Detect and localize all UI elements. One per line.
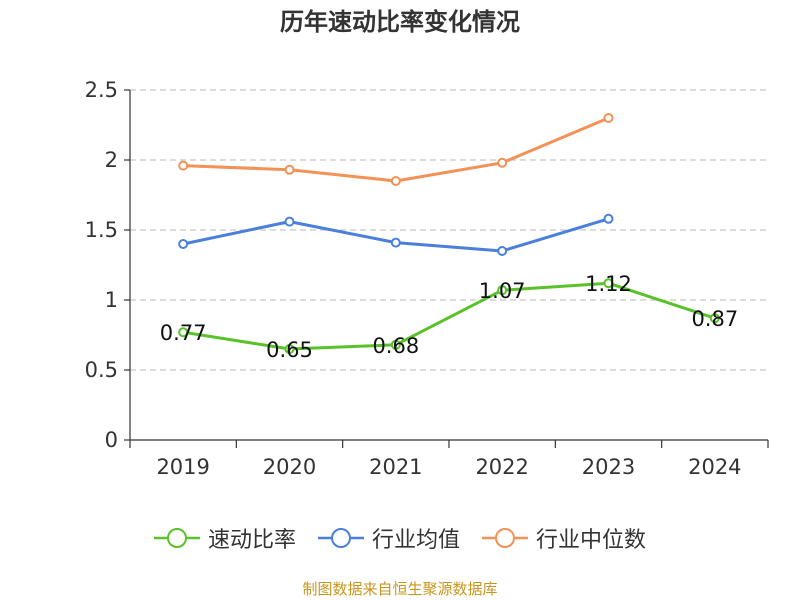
y-tick-label: 2.5 (85, 78, 118, 102)
data-point-0-3[interactable] (497, 285, 508, 296)
y-tick-label: 0 (105, 428, 118, 452)
chart-title: 历年速动比率变化情况 (280, 8, 520, 36)
data-point-1-0[interactable] (178, 239, 189, 249)
data-point-1-2[interactable] (390, 237, 401, 248)
legend-item-1[interactable]: 行业均值 (317, 522, 460, 554)
data-label: 0.68 (372, 334, 419, 358)
series-lines (178, 113, 720, 354)
x-tick-label: 2020 (263, 455, 316, 479)
y-tick-label: 1.5 (85, 218, 118, 242)
data-point-0-0[interactable] (178, 327, 189, 338)
axes: 0 0.5 1 1.5 2 2.5 2019 2020 2021 2022 2023 2024 (85, 78, 769, 479)
x-tick-label: 2024 (688, 455, 741, 479)
data-point-2-1[interactable] (284, 164, 295, 175)
legend-label: 行业均值 (371, 528, 460, 553)
y-tick-label: 2 (105, 148, 118, 172)
data-label: 1.07 (479, 279, 526, 303)
series-line-2 (183, 116, 610, 183)
data-point-0-1[interactable] (284, 344, 295, 354)
x-tick-label: 2019 (156, 455, 209, 479)
data-point-1-3[interactable] (497, 246, 508, 256)
x-tick-label: 2021 (369, 455, 422, 479)
data-point-0-4[interactable] (603, 278, 614, 289)
gridlines (130, 89, 768, 371)
data-label: 0.77 (160, 321, 207, 345)
data-point-2-2[interactable] (390, 176, 401, 186)
legend-swatch-0 (153, 528, 200, 548)
legend-item-2[interactable]: 行业中位数 (482, 522, 646, 554)
data-point-0-2[interactable] (390, 339, 401, 350)
data-label: 0.87 (691, 307, 738, 331)
legend-item-0[interactable]: 速动比率 (153, 522, 296, 554)
x-tick-label: 2023 (582, 455, 635, 479)
data-label: 1.12 (585, 272, 632, 296)
series-line-0 (182, 281, 716, 351)
legend-swatch-2 (482, 528, 528, 548)
legend: 速动比率 行业均值 行业中位数 (0, 520, 800, 556)
data-point-1-4[interactable] (603, 213, 614, 224)
data-labels: 0.77 0.65 0.68 1.07 1.12 0.87 (160, 272, 738, 362)
data-label: 0.65 (266, 338, 313, 362)
y-tick-label: 1 (105, 288, 118, 312)
legend-label: 行业中位数 (536, 528, 647, 553)
x-tick-label: 2022 (475, 455, 528, 479)
data-point-2-3[interactable] (497, 157, 508, 168)
legend-label: 速动比率 (207, 528, 296, 553)
data-point-0-5[interactable] (709, 313, 720, 324)
data-point-1-1[interactable] (284, 216, 295, 227)
y-tick-label: 0.5 (85, 358, 118, 382)
data-point-2-0[interactable] (178, 160, 189, 171)
data-point-2-4[interactable] (603, 113, 614, 123)
source-note: 制图数据来自恒生聚源数据库 (302, 580, 498, 598)
legend-swatch-1 (317, 528, 364, 548)
